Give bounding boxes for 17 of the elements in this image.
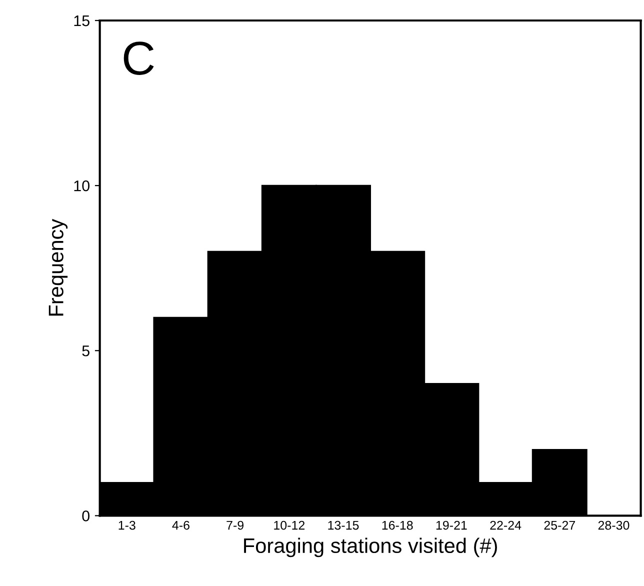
x-tick-label: 28-30: [598, 520, 630, 530]
x-tick-label: 13-15: [328, 520, 359, 530]
x-axis-title: Foraging stations visited (#): [244, 538, 497, 558]
x-tick-label: 7-9: [226, 520, 244, 530]
x-tick-label: 1-3: [118, 520, 136, 530]
annotation: C: [124, 42, 154, 76]
y-tick-label: 15: [74, 16, 90, 26]
y-axis-title: Frequency: [48, 218, 68, 316]
x-tick-label: 16-18: [382, 520, 413, 530]
x-tick-label: 10-12: [274, 520, 305, 530]
y-tick-label: 10: [74, 180, 90, 192]
x-tick-label: 22-24: [490, 520, 522, 530]
x-tick-label: 19-21: [436, 520, 467, 530]
y-tick-label: 0: [82, 510, 90, 522]
x-tick-label: 25-27: [544, 520, 575, 530]
x-tick-label: 4-6: [172, 520, 190, 530]
y-tick-label: 5: [82, 346, 90, 356]
